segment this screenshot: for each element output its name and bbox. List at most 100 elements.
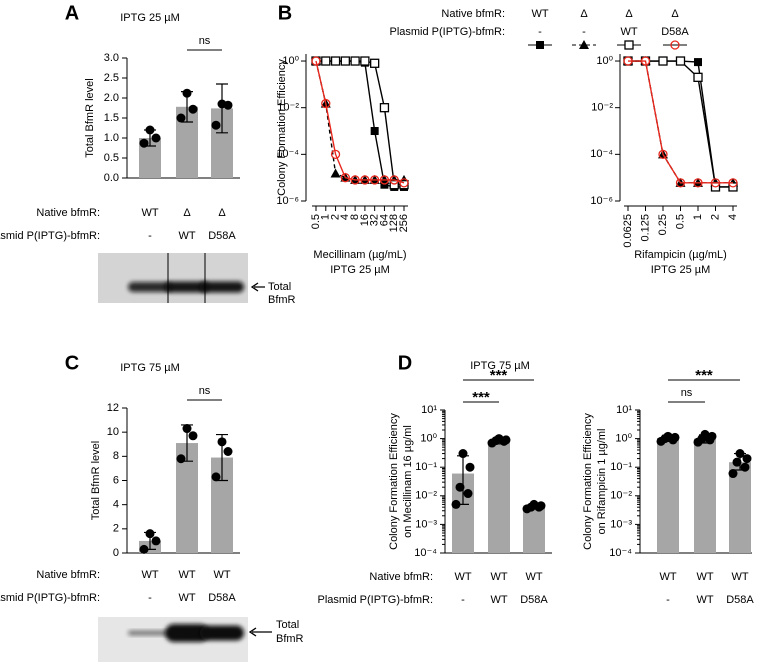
y-tick-label: 10⁻¹ bbox=[610, 461, 632, 473]
blot-label: Total bbox=[268, 281, 291, 293]
marker bbox=[370, 127, 379, 136]
series-line bbox=[316, 60, 404, 186]
y-tick-label: 10⁻² bbox=[415, 490, 437, 502]
data-point bbox=[465, 462, 475, 472]
panel-letter: A bbox=[65, 2, 79, 24]
data-point bbox=[735, 449, 745, 459]
x-axis-subtitle: IPTG 25 µM bbox=[651, 264, 711, 276]
panel-title: IPTG 75 µM bbox=[120, 362, 180, 374]
data-point bbox=[182, 88, 192, 98]
panel-letter: C bbox=[65, 352, 79, 374]
y-tick-label: 0.5 bbox=[104, 152, 119, 164]
series-line bbox=[628, 60, 733, 184]
significance-label: ns bbox=[681, 387, 693, 399]
marker bbox=[728, 178, 738, 188]
legend-entry: - bbox=[538, 26, 542, 38]
y-tick-label: 2 bbox=[113, 523, 119, 535]
blot-band bbox=[165, 624, 209, 642]
data-point bbox=[176, 113, 186, 123]
y-tick-label: 10⁻² bbox=[591, 102, 613, 114]
legend-row-label: Native bfmR: bbox=[441, 8, 505, 20]
blot-label: BfmR bbox=[268, 294, 296, 306]
y-tick-label: 10⁻⁴ bbox=[276, 148, 299, 160]
y-tick-label: 10⁰ bbox=[596, 55, 613, 67]
plasmid-label: WT bbox=[178, 592, 195, 604]
y-tick-label: 1.5 bbox=[104, 112, 119, 124]
series-line bbox=[628, 60, 733, 184]
marker bbox=[675, 56, 686, 66]
x-tick-label: 0.0625 bbox=[622, 214, 634, 248]
x-tick-label: 256 bbox=[398, 214, 410, 232]
native-label: WT bbox=[490, 571, 507, 583]
y-tick-label: 10⁰ bbox=[615, 433, 632, 445]
data-point bbox=[176, 454, 186, 464]
y-tick-label: 10⁻³ bbox=[610, 518, 632, 530]
marker bbox=[693, 72, 703, 82]
bar bbox=[139, 138, 161, 178]
bar bbox=[211, 457, 233, 553]
significance-label: ns bbox=[199, 35, 211, 47]
data-point bbox=[740, 462, 750, 472]
y-tick-label: 10⁻⁴ bbox=[590, 148, 613, 160]
plasmid-label: - bbox=[148, 592, 152, 604]
significance-label: *** bbox=[695, 367, 713, 384]
significance-label: *** bbox=[490, 367, 508, 384]
y-tick-label: 12 bbox=[107, 402, 119, 414]
row-label: Plasmid P(IPTG)-bfmR: bbox=[0, 592, 100, 604]
y-axis-label: Colony Formation Efficiency bbox=[582, 413, 594, 550]
blot-band bbox=[200, 625, 244, 641]
panel-title: IPTG 25 µM bbox=[120, 12, 180, 24]
data-point bbox=[728, 469, 738, 479]
bar bbox=[657, 437, 679, 553]
y-tick-label: 2.0 bbox=[104, 92, 119, 104]
data-point bbox=[217, 99, 227, 109]
data-point bbox=[188, 431, 198, 441]
native-label: WT bbox=[696, 571, 713, 583]
marker bbox=[330, 56, 341, 66]
native-label: WT bbox=[141, 207, 158, 219]
plasmid-label: WT bbox=[178, 230, 195, 242]
bar bbox=[488, 440, 510, 553]
row-label: Native bfmR: bbox=[36, 207, 100, 219]
marker bbox=[624, 40, 634, 50]
native-label: WT bbox=[213, 569, 230, 581]
plasmid-label: D58A bbox=[520, 594, 548, 606]
panel-letter: D bbox=[398, 352, 412, 374]
y-tick-label: 10⁻² bbox=[610, 490, 632, 502]
bar bbox=[523, 507, 545, 553]
marker bbox=[370, 175, 380, 185]
bar bbox=[176, 106, 198, 178]
x-axis-label: Rifampicin (µg/mL) bbox=[634, 249, 727, 261]
y-tick-label: 10 bbox=[107, 426, 119, 438]
marker bbox=[536, 41, 544, 49]
data-point bbox=[458, 449, 468, 459]
marker bbox=[389, 175, 399, 185]
data-point bbox=[742, 454, 752, 464]
data-point bbox=[670, 432, 680, 442]
plasmid-label: D58A bbox=[726, 594, 754, 606]
y-tick-label: 10⁻¹ bbox=[415, 461, 437, 473]
marker bbox=[330, 168, 341, 178]
marker bbox=[330, 149, 341, 159]
marker bbox=[350, 175, 360, 185]
data-point bbox=[663, 431, 673, 441]
panel-letter: B bbox=[278, 2, 292, 24]
marker bbox=[340, 173, 350, 183]
x-tick-label: 16 bbox=[359, 214, 371, 226]
blot-arrow bbox=[250, 282, 265, 292]
data-point bbox=[455, 482, 465, 492]
data-point bbox=[145, 529, 155, 539]
data-point bbox=[145, 125, 155, 135]
legend-entry: Δ bbox=[671, 8, 679, 20]
marker bbox=[658, 149, 668, 159]
y-tick-label: 10⁰ bbox=[282, 55, 299, 67]
plasmid-label: - bbox=[666, 594, 670, 606]
panel-title: IPTG 75 µM bbox=[470, 360, 530, 372]
data-point bbox=[223, 447, 233, 456]
blot-band bbox=[128, 630, 172, 636]
data-point bbox=[188, 104, 198, 114]
legend-entry: Δ bbox=[625, 8, 633, 20]
data-point bbox=[501, 435, 511, 445]
native-label: WT bbox=[659, 571, 676, 583]
x-tick-label: 0.25 bbox=[657, 214, 669, 235]
